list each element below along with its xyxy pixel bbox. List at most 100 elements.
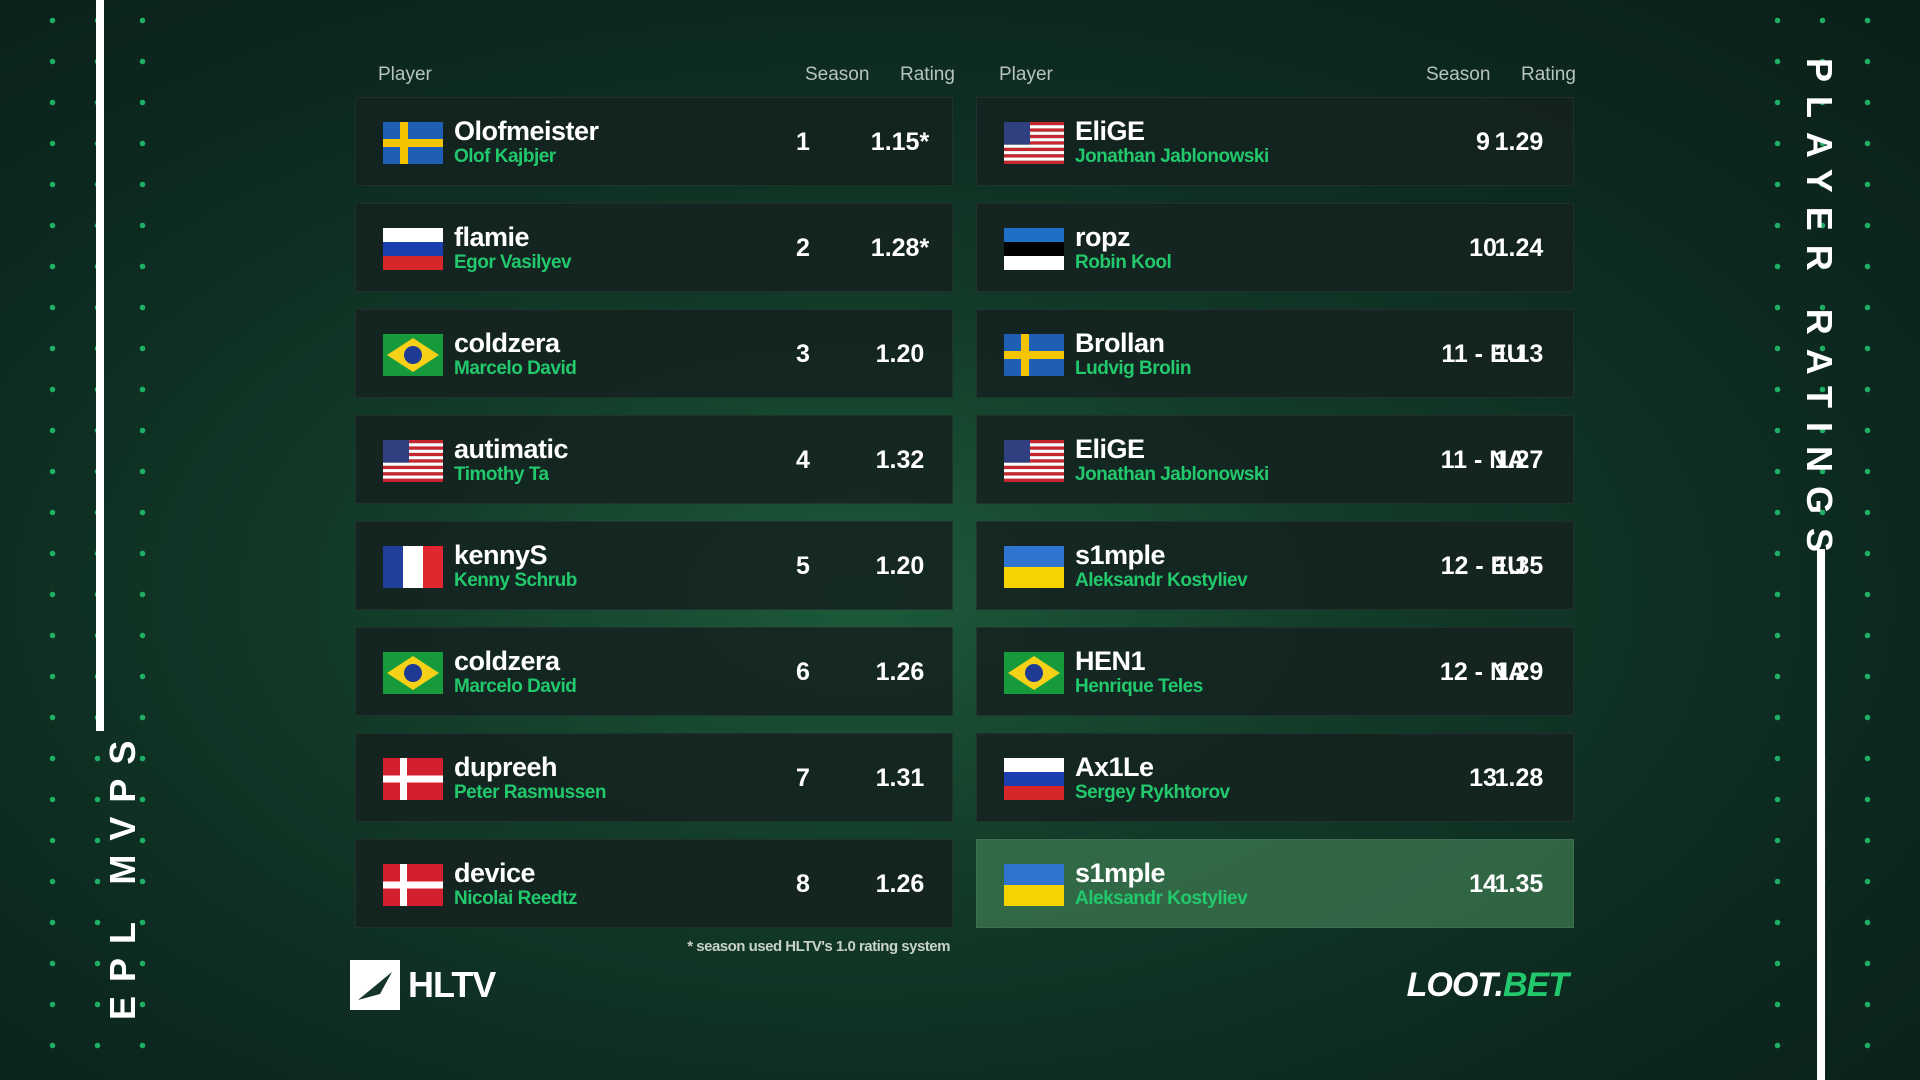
flag-art (1004, 228, 1064, 270)
flag-art (383, 228, 443, 270)
rating: 1.28* (870, 234, 930, 262)
player-nick: s1mple (1075, 540, 1166, 570)
flag-art (383, 546, 443, 588)
player-name: Peter Rasmussen (454, 782, 606, 803)
flag-art (383, 864, 443, 906)
flag-art (383, 122, 443, 164)
player-name: Sergey Rykhtorov (1075, 782, 1230, 803)
player-nick: coldzera (454, 646, 560, 676)
rating: 1.27 (1494, 446, 1544, 474)
season: 11 - EU (1441, 340, 1525, 368)
player-row: flamie Egor Vasilyev 2 1.28* (355, 203, 953, 292)
flag-art (383, 334, 443, 376)
flag (383, 652, 443, 694)
season: 10 (1469, 234, 1497, 262)
flag-art (1004, 440, 1064, 482)
player-nick: dupreeh (454, 752, 558, 782)
season: 14 (1469, 870, 1497, 898)
player-nick: autimatic (454, 434, 569, 464)
rating: 1.26 (875, 658, 925, 686)
flag (383, 122, 443, 164)
flag (1004, 228, 1064, 270)
player-nick: HEN1 (1075, 646, 1146, 676)
season: 12 - EU (1440, 552, 1526, 580)
flag-art (1004, 864, 1064, 906)
season: 9 (1476, 128, 1490, 156)
season: 8 (796, 870, 810, 898)
player-row: EliGE Jonathan Jablonowski 9 1.29 (976, 97, 1574, 186)
player-name: Jonathan Jablonowski (1075, 146, 1269, 167)
season: 3 (796, 340, 810, 368)
season: 2 (796, 234, 810, 262)
side-title-right: PLAYER RATINGS (1799, 58, 1840, 567)
player-name: Aleksandr Kostyliev (1075, 570, 1248, 591)
rating: 1.20 (875, 552, 925, 580)
column-header: Player (378, 64, 432, 85)
flag-art (1004, 652, 1064, 694)
player-row: coldzera Marcelo David 6 1.26 (355, 627, 953, 716)
rating: 1.28 (1494, 764, 1544, 792)
lootbet-part1: LOOT. (1406, 966, 1504, 1004)
flag (383, 228, 443, 270)
lootbet-logo: LOOT.BET (1406, 966, 1569, 1005)
season: 13 (1469, 764, 1497, 792)
flag (1004, 652, 1064, 694)
player-row: EliGE Jonathan Jablonowski 11 - NA 1.27 (976, 415, 1574, 504)
flag-art (1004, 334, 1064, 376)
season: 5 (796, 552, 810, 580)
season: 1 (796, 128, 810, 156)
hltv-icon (350, 960, 400, 1010)
flag (1004, 758, 1064, 800)
player-nick: Ax1Le (1075, 752, 1154, 782)
flag (383, 546, 443, 588)
player-nick: coldzera (454, 328, 560, 358)
flag-art (383, 440, 443, 482)
rating: 1.26 (875, 870, 925, 898)
lootbet-part2: BET (1503, 966, 1569, 1004)
player-name: Timothy Ta (454, 464, 549, 485)
player-name: Nicolai Reedtz (454, 888, 577, 909)
column-header: Season (1426, 64, 1491, 85)
player-row: Ax1Le Sergey Rykhtorov 13 1.28 (976, 733, 1574, 822)
player-row: coldzera Marcelo David 3 1.20 (355, 309, 953, 398)
flag (383, 758, 443, 800)
flag (383, 440, 443, 482)
player-row: s1mple Aleksandr Kostyliev 12 - EU 1.35 (976, 521, 1574, 610)
side-line-left (96, 0, 104, 731)
player-nick: ropz (1075, 222, 1131, 252)
player-nick: EliGE (1075, 116, 1145, 146)
player-row: kennyS Kenny Schrub 5 1.20 (355, 521, 953, 610)
flag (1004, 440, 1064, 482)
player-name: Egor Vasilyev (454, 252, 572, 273)
player-name: Ludvig Brolin (1075, 358, 1191, 379)
rating: 1.13 (1494, 340, 1544, 368)
rating: 1.24 (1494, 234, 1544, 262)
rating: 1.29 (1494, 128, 1544, 156)
player-name: Jonathan Jablonowski (1075, 464, 1269, 485)
season: 4 (796, 446, 810, 474)
rating: 1.32 (875, 446, 925, 474)
flag (1004, 546, 1064, 588)
player-row: autimatic Timothy Ta 4 1.32 (355, 415, 953, 504)
side-title-left: EPL MVPS (102, 726, 143, 1020)
rating: 1.31 (875, 764, 925, 792)
flag (383, 864, 443, 906)
player-row: Brollan Ludvig Brolin 11 - EU 1.13 (976, 309, 1574, 398)
player-row: ropz Robin Kool 10 1.24 (976, 203, 1574, 292)
player-nick: s1mple (1075, 858, 1166, 888)
player-name: Robin Kool (1075, 252, 1172, 273)
flag-art (1004, 546, 1064, 588)
rating: 1.35 (1494, 870, 1544, 898)
season: 12 - NA (1439, 658, 1527, 686)
column-header: Rating (1521, 64, 1576, 85)
player-name: Aleksandr Kostyliev (1075, 888, 1248, 909)
column-header: Player (999, 64, 1053, 85)
footnote: * season used HLTV's 1.0 rating system (687, 938, 950, 955)
column-header: Season (805, 64, 870, 85)
player-name: Kenny Schrub (454, 570, 577, 591)
player-nick: flamie (454, 222, 530, 252)
player-nick: Olofmeister (454, 116, 599, 146)
flag-art (383, 758, 443, 800)
column-header: Rating (900, 64, 955, 85)
